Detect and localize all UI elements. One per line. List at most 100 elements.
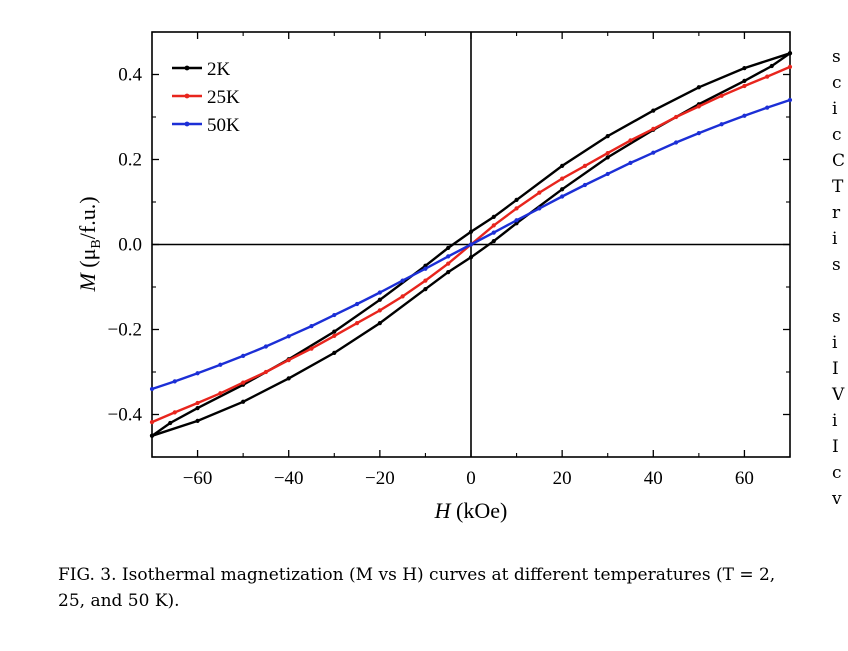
side-column-char: I	[832, 359, 839, 379]
series-2k-ascending-line	[151, 52, 791, 437]
y-axis-title: M (μB/f.u.)	[75, 196, 104, 292]
axis-ticks	[151, 31, 791, 458]
series-2k-descending-point	[651, 108, 656, 113]
legend-2k-label: 2K	[207, 59, 231, 80]
series-25k-point	[446, 261, 451, 266]
series-2k-ascending-point	[605, 155, 610, 160]
series-50k	[149, 97, 793, 392]
series-50k-point	[491, 230, 496, 235]
y-tick-label: 0.0	[118, 235, 142, 256]
series-25k-point	[765, 74, 770, 79]
x-tick-label: −20	[365, 468, 395, 489]
series-50k-point	[673, 140, 679, 145]
series-2k-descending-point	[491, 214, 496, 219]
series-25k-point	[673, 114, 679, 120]
side-column-char	[832, 278, 848, 304]
series-2k-descending-point	[605, 134, 610, 139]
series-25k-point	[582, 163, 588, 168]
series-25k-point	[354, 321, 360, 326]
series-50k-point	[263, 344, 269, 349]
series-2k-ascending-point	[560, 187, 565, 192]
series-2k-ascending-point	[742, 78, 747, 83]
side-column-char: C	[832, 151, 846, 171]
magnetization-chart: −60 −40 −20 0 20 40 60 −0.4 −0.2 0.0 0.2 0.4 2K 25K 5…	[75, 31, 793, 523]
series-25k-point	[560, 176, 565, 181]
series-50k-point	[309, 324, 314, 329]
series-50k-point	[172, 379, 177, 384]
side-column-char: s	[832, 307, 841, 327]
series-2k-descending-point	[332, 329, 337, 334]
x-axis-title: H (kOe)	[434, 498, 508, 523]
series-2k-descending-point	[446, 245, 451, 250]
legend-25k-label: 25K	[207, 87, 240, 108]
series-layer	[149, 51, 793, 438]
series-2k-descending-point	[195, 406, 200, 411]
side-column-char: i	[832, 411, 838, 431]
series-25k-point	[218, 391, 223, 396]
series-50k-point	[742, 113, 747, 118]
series-50k-point	[537, 206, 542, 211]
side-column-char: s	[832, 47, 841, 67]
series-2k-ascending-point	[446, 270, 451, 275]
side-column-char: i	[832, 333, 838, 353]
series-2k-ascending-point	[423, 287, 428, 292]
series-2k-ascending-point	[377, 321, 382, 326]
series-50k-point	[514, 218, 519, 223]
series-25k-point	[628, 138, 633, 143]
series-25k-point	[286, 358, 291, 363]
series-25k-point	[423, 278, 428, 283]
series-50k-point	[241, 353, 246, 358]
series-2k-descending-point	[468, 229, 474, 234]
series-2k-ascending-point	[769, 63, 774, 69]
side-column-char: v	[832, 489, 842, 509]
series-2k-descending-point	[168, 420, 173, 426]
series-50k-point	[765, 105, 770, 110]
series-2k-ascending-point	[241, 399, 246, 404]
series-25k-point	[377, 308, 382, 313]
series-25k-point	[719, 93, 724, 98]
series-25k-point	[263, 369, 269, 375]
side-column-char: T	[832, 177, 844, 197]
series-50k-point	[400, 278, 405, 283]
x-tick-label: −40	[274, 468, 304, 489]
series-25k-point	[195, 400, 200, 406]
side-column-char: i	[832, 229, 838, 249]
series-50k-point	[468, 242, 474, 247]
legend-50k-label: 50K	[207, 115, 240, 136]
series-50k-point	[195, 371, 200, 376]
series-25k-point	[149, 420, 155, 425]
x-tick-label: 20	[553, 468, 572, 489]
series-50k-point	[719, 122, 724, 127]
series-2k-descending-point	[560, 163, 565, 168]
y-tick-label: −0.2	[108, 320, 142, 341]
figure-caption: FIG. 3. Isothermal magnetization (M vs H…	[58, 565, 776, 611]
series-25k-point	[332, 333, 337, 338]
series-2k-descending-point	[377, 297, 382, 302]
y-tick-label: −0.4	[108, 405, 143, 426]
series-25k-point	[537, 190, 542, 195]
series-25k-point	[651, 126, 656, 131]
series-2k-ascending-point	[332, 350, 337, 355]
series-25k-point	[787, 64, 793, 69]
side-column-char: c	[832, 463, 842, 483]
series-25k-point	[400, 294, 405, 299]
series-50k-point	[332, 312, 337, 318]
legend-50k-marker	[184, 121, 190, 127]
series-50k-point	[787, 97, 793, 103]
x-tick-label: 40	[644, 468, 663, 489]
series-50k-point	[354, 301, 360, 307]
series-2k-ascending-point	[195, 418, 200, 423]
side-column-char: V	[832, 385, 845, 405]
series-50k-point	[628, 160, 633, 165]
legend: 2K 25K 50K	[172, 59, 240, 136]
x-tick-label: 60	[735, 468, 754, 489]
series-2k-ascending-point	[286, 376, 291, 381]
series-50k-point	[651, 150, 656, 155]
series-2k-descending-point	[696, 85, 701, 90]
series-50k-point	[560, 194, 565, 199]
y-tick-label: 0.4	[118, 65, 142, 86]
x-tick-label: 0	[466, 468, 476, 489]
series-25k-point	[172, 410, 177, 415]
tick-labels: −60 −40 −20 0 20 40 60 −0.4 −0.2 0.0 0.2 0.4	[108, 65, 754, 490]
